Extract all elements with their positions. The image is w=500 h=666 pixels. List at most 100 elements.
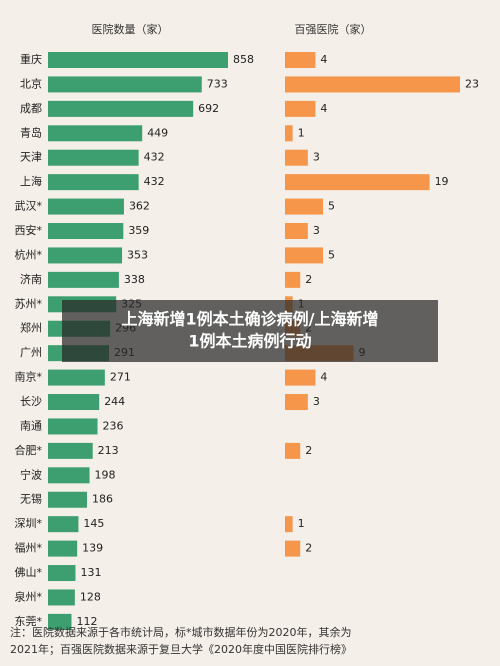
category-label: 东莞* [15, 615, 43, 628]
category-label: 福州* [15, 541, 43, 555]
value-label: 733 [207, 77, 228, 90]
panel-header: 医院数量（家） [92, 22, 169, 36]
value-label: 362 [129, 200, 150, 213]
category-label: 佛山* [15, 566, 43, 579]
value-label: 2 [305, 542, 312, 555]
category-label: 北京 [20, 76, 42, 90]
bar [48, 125, 143, 142]
category-label: 杭州* [15, 247, 43, 261]
bar [48, 52, 228, 68]
category-label: 天津 [20, 151, 42, 164]
value-label: 432 [144, 175, 165, 188]
value-label: 271 [110, 371, 131, 384]
value-label: 4 [320, 371, 327, 384]
bar [285, 540, 301, 557]
bar [48, 223, 124, 240]
value-label: 4 [320, 102, 327, 115]
category-label: 成都 [20, 102, 42, 115]
category-label: 泉州* [15, 589, 43, 603]
overlay-caption: 上海新增1例本土确诊病例/上海新增 [122, 310, 379, 329]
value-label: 5 [328, 200, 335, 213]
value-label: 449 [147, 126, 168, 139]
bar [48, 613, 72, 630]
bar [285, 271, 301, 288]
value-label: 4 [320, 53, 327, 66]
category-label: 上海 [20, 174, 42, 188]
bar [285, 516, 293, 533]
category-label: 南通 [20, 419, 42, 432]
category-label: 南京* [15, 370, 43, 384]
bar [285, 174, 430, 191]
value-label: 858 [233, 53, 254, 66]
value-label: 1 [298, 517, 305, 530]
category-label: 广州 [20, 346, 42, 359]
category-label: 合肥* [15, 443, 43, 457]
value-label: 3 [313, 224, 320, 237]
bar [48, 589, 75, 606]
value-label: 692 [198, 102, 219, 115]
bar [48, 100, 194, 117]
bar [48, 76, 202, 93]
bar [48, 516, 79, 533]
overlay-box [62, 300, 438, 362]
bar [48, 565, 76, 582]
value-label: 186 [92, 493, 113, 506]
bar [48, 271, 119, 288]
value-label: 1 [298, 126, 305, 139]
overlay-caption: 1例本土病例行动 [188, 332, 311, 351]
bar [285, 442, 301, 459]
value-label: 359 [128, 224, 149, 237]
category-label: 深圳* [15, 517, 43, 530]
category-label: 郑州 [20, 321, 42, 335]
bar [48, 394, 100, 411]
bar [48, 418, 98, 435]
value-label: 23 [465, 77, 479, 90]
value-label: 131 [80, 566, 101, 579]
value-label: 3 [313, 151, 320, 164]
category-label: 无锡 [20, 492, 42, 506]
bar [285, 394, 308, 411]
bar [48, 491, 88, 508]
bar [48, 442, 93, 459]
value-label: 338 [124, 273, 145, 286]
value-label: 236 [103, 419, 124, 432]
bar [48, 467, 90, 484]
value-label: 139 [82, 542, 103, 555]
bar [285, 76, 460, 93]
value-label: 2 [305, 444, 312, 457]
note: 注：医院数据来源于各市统计局，标*城市数据年份为2020年，其余为2021年；百… [10, 626, 352, 656]
panel-header: 百强医院（家） [295, 22, 372, 36]
value-label: 112 [76, 615, 97, 628]
value-label: 244 [104, 395, 125, 408]
value-label: 3 [313, 395, 320, 408]
bar [285, 125, 293, 142]
category-label: 长沙 [20, 395, 42, 408]
bar [48, 149, 139, 166]
value-label: 5 [328, 248, 335, 261]
category-label: 济南 [20, 272, 42, 286]
bar [48, 247, 123, 264]
value-label: 353 [127, 248, 148, 261]
value-label: 145 [83, 517, 104, 530]
bar [285, 149, 308, 166]
bar [48, 540, 78, 557]
bar [285, 247, 324, 264]
category-label: 宁波 [20, 467, 42, 481]
bar [48, 198, 124, 215]
value-label: 128 [80, 590, 101, 603]
bar [285, 223, 308, 240]
category-label: 青岛 [20, 125, 42, 139]
value-label: 198 [95, 468, 116, 481]
category-label: 苏州* [15, 297, 43, 310]
value-label: 213 [98, 444, 119, 457]
category-label: 西安* [15, 223, 43, 237]
value-label: 19 [435, 175, 449, 188]
bar [48, 174, 139, 191]
bar [285, 100, 316, 117]
bar [285, 52, 316, 68]
bar [48, 369, 105, 386]
value-label: 432 [144, 151, 165, 164]
bar [285, 198, 324, 215]
